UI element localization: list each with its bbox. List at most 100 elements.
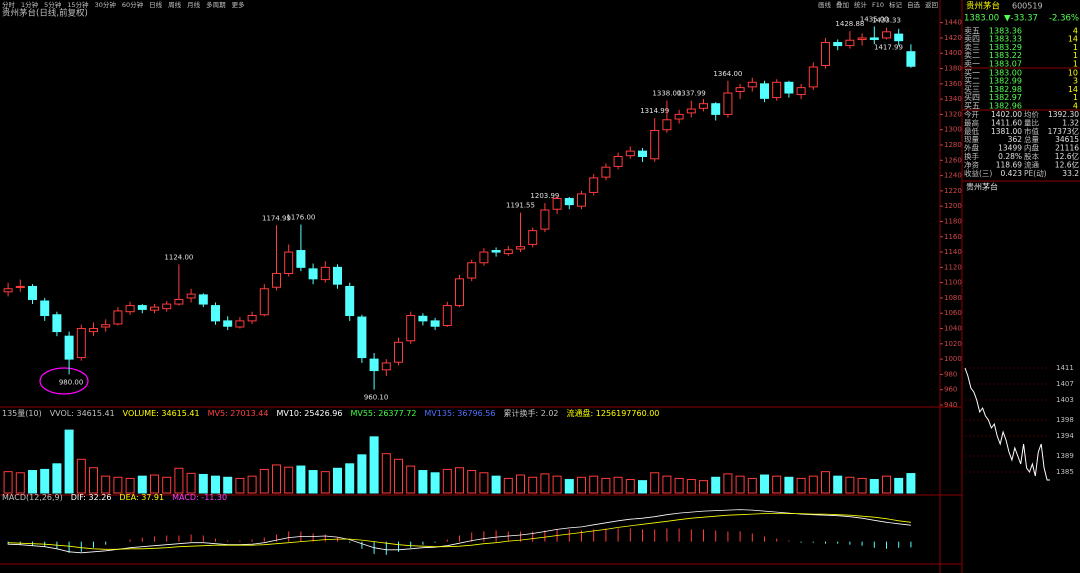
candle-body: [369, 358, 379, 372]
candle-body: [357, 316, 367, 359]
candle-body: [247, 315, 257, 322]
low-label: 980.00: [59, 378, 84, 386]
dea-line: [8, 513, 911, 550]
volume-bar: [808, 475, 818, 494]
volume-bar: [589, 475, 599, 494]
y-tick-label: 1407: [1056, 380, 1074, 388]
y-tick-label: 1300: [944, 126, 962, 134]
candle-body: [503, 249, 513, 255]
low-label: 960.10: [364, 394, 389, 402]
intraday-line: [964, 367, 1050, 481]
stat-value: 17373亿: [1048, 126, 1080, 136]
y-tick-label: 940: [944, 401, 957, 409]
stat-label: 净资: [964, 159, 979, 169]
volume-bar: [906, 473, 916, 494]
volume-bar: [747, 477, 757, 494]
candle-body: [833, 42, 843, 47]
volume-bar: [3, 471, 13, 494]
dif-line: [8, 509, 911, 554]
tool-button: F10: [872, 1, 884, 9]
y-tick-label: 1389: [1056, 452, 1074, 460]
period-tab[interactable]: 周线: [168, 0, 182, 9]
book-label: 卖三: [964, 43, 980, 52]
volume-bar: [333, 467, 342, 494]
candle-body: [906, 51, 916, 67]
volume-bar: [833, 475, 843, 494]
stat-label: 收益(三): [964, 168, 992, 178]
book-price: 1382.98: [989, 85, 1022, 94]
stat-label: 股本: [1024, 151, 1040, 161]
stat-value: 1402.00: [991, 110, 1022, 119]
volume-bar: [137, 475, 147, 494]
volume-bar: [625, 479, 635, 494]
y-tick-label: 1120: [944, 263, 962, 271]
period-tab[interactable]: 1分钟: [21, 0, 39, 9]
candle-body: [52, 314, 62, 333]
candle-body: [650, 129, 660, 160]
candle-body: [796, 87, 806, 96]
volume-bar: [381, 453, 391, 494]
period-tab[interactable]: 15分钟: [67, 0, 89, 9]
volume-bar: [662, 475, 672, 494]
candle-body: [174, 298, 184, 305]
period-tab[interactable]: 60分钟: [122, 0, 144, 9]
indicator: MV55: 26377.72: [350, 409, 416, 418]
candle-body: [613, 155, 623, 167]
volume-bar: [162, 476, 172, 494]
candle-body: [638, 150, 647, 157]
period-tab[interactable]: 多周期: [206, 0, 226, 9]
stat-label: 今开: [964, 109, 979, 119]
y-tick-label: 1380: [944, 65, 962, 73]
volume-bar: [186, 472, 196, 494]
high-label: 1203.99: [530, 192, 559, 200]
candle-body: [894, 33, 904, 42]
volume-bar: [613, 476, 623, 494]
volume-bar: [699, 480, 708, 494]
candle-body: [760, 83, 769, 99]
candle-body: [64, 335, 74, 360]
book-label: 买二: [964, 77, 980, 86]
indicator: MV5: 27013.44: [208, 409, 269, 418]
candle-body: [308, 268, 318, 280]
candle-body: [76, 328, 86, 359]
stat-value: 34615: [1055, 135, 1079, 144]
volume-bar: [89, 467, 98, 494]
candle-body: [345, 285, 355, 317]
book-volume: 10: [1068, 69, 1078, 78]
period-tab[interactable]: 月线: [187, 0, 201, 9]
candle-body: [552, 198, 562, 210]
high-label: 1428.88: [835, 20, 864, 28]
stat-label: 流通: [1024, 159, 1040, 169]
volume-bar: [503, 477, 513, 494]
candle-body: [845, 39, 855, 47]
book-price: 1383.29: [989, 43, 1022, 52]
period-tab[interactable]: 日线: [149, 0, 163, 9]
candle-body: [869, 37, 879, 40]
y-tick-label: 1160: [944, 233, 962, 241]
y-tick-label: 1394: [1056, 432, 1074, 440]
price-change: ▼-33.37: [1004, 14, 1038, 24]
book-volume: 1: [1073, 59, 1078, 68]
period-tab[interactable]: 分时: [2, 0, 16, 9]
high-label: 1338.00: [652, 90, 681, 98]
y-tick-label: 1140: [944, 248, 962, 256]
period-tab[interactable]: 5分钟: [44, 0, 62, 9]
last-price: 1383.00: [964, 14, 999, 24]
candle-body: [284, 251, 294, 274]
y-tick-label: 1080: [944, 294, 962, 302]
candle-body: [125, 305, 135, 313]
book-label: 买三: [964, 85, 980, 94]
y-tick-label: 1060: [944, 309, 962, 317]
volume-bar: [601, 477, 611, 494]
book-label: 卖二: [964, 51, 980, 60]
volume-bar: [101, 475, 111, 494]
period-tab[interactable]: 更多: [232, 0, 246, 9]
stat-label: 均价: [1024, 109, 1040, 119]
candle-body: [211, 305, 220, 322]
y-tick-label: 1260: [944, 156, 962, 164]
book-price: 1383.00: [989, 69, 1022, 78]
volume-bar: [296, 465, 306, 494]
period-tab[interactable]: 30分钟: [95, 0, 117, 9]
book-price: 1383.07: [989, 59, 1022, 68]
